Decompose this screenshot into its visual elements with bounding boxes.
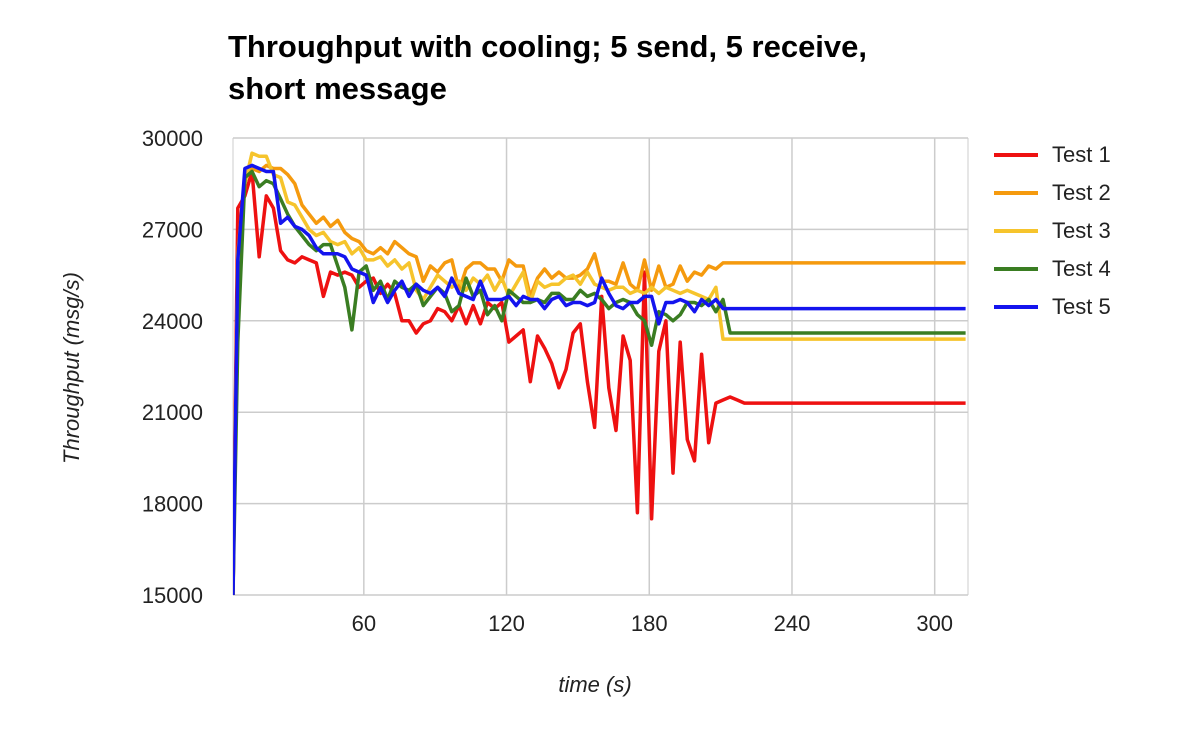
series-line-test-4 [233, 169, 966, 596]
x-tick-label: 240 [774, 611, 811, 636]
chart-title-line-1: Throughput with cooling; 5 send, 5 recei… [228, 29, 868, 64]
legend-swatch [994, 267, 1038, 271]
legend-label: Test 2 [1052, 180, 1111, 205]
legend-item-test-2: Test 2 [994, 174, 1111, 212]
legend: Test 1 Test 2 Test 3 Test 4 Test 5 [994, 136, 1111, 326]
x-axis-label: time (s) [558, 672, 632, 697]
chart-title: Throughput with cooling; 5 send, 5 recei… [228, 26, 948, 110]
x-tick-label: 180 [631, 611, 668, 636]
legend-swatch [994, 191, 1038, 195]
legend-label: Test 4 [1052, 256, 1111, 281]
chart-title-line-2: short message [228, 71, 447, 106]
x-tick-label: 60 [352, 611, 376, 636]
x-tick-label: 300 [916, 611, 953, 636]
series-line-test-5 [233, 163, 966, 596]
y-tick-label: 18000 [142, 492, 203, 517]
y-tick-label: 30000 [142, 126, 203, 151]
legend-item-test-4: Test 4 [994, 250, 1111, 288]
legend-item-test-3: Test 3 [994, 212, 1111, 250]
y-tick-label: 27000 [142, 217, 203, 242]
x-axis-ticks: 60 120 180 240 300 [352, 611, 953, 636]
legend-label: Test 5 [1052, 294, 1111, 319]
y-axis-label: Throughput (msg/s) [59, 272, 84, 464]
legend-item-test-1: Test 1 [994, 136, 1111, 174]
gridlines [232, 137, 969, 596]
y-tick-label: 21000 [142, 400, 203, 425]
y-tick-label: 15000 [142, 583, 203, 608]
legend-swatch [994, 305, 1038, 309]
legend-swatch [994, 229, 1038, 233]
y-axis-ticks: 15000 18000 21000 24000 27000 30000 [142, 126, 203, 608]
legend-label: Test 1 [1052, 142, 1111, 167]
legend-swatch [994, 153, 1038, 157]
legend-item-test-5: Test 5 [994, 288, 1111, 326]
series-line-test-2 [233, 163, 966, 596]
legend-label: Test 3 [1052, 218, 1111, 243]
series-lines [233, 151, 966, 596]
series-line-test-1 [233, 169, 966, 596]
series-line-test-3 [233, 151, 966, 596]
x-tick-label: 120 [488, 611, 525, 636]
y-tick-label: 24000 [142, 309, 203, 334]
